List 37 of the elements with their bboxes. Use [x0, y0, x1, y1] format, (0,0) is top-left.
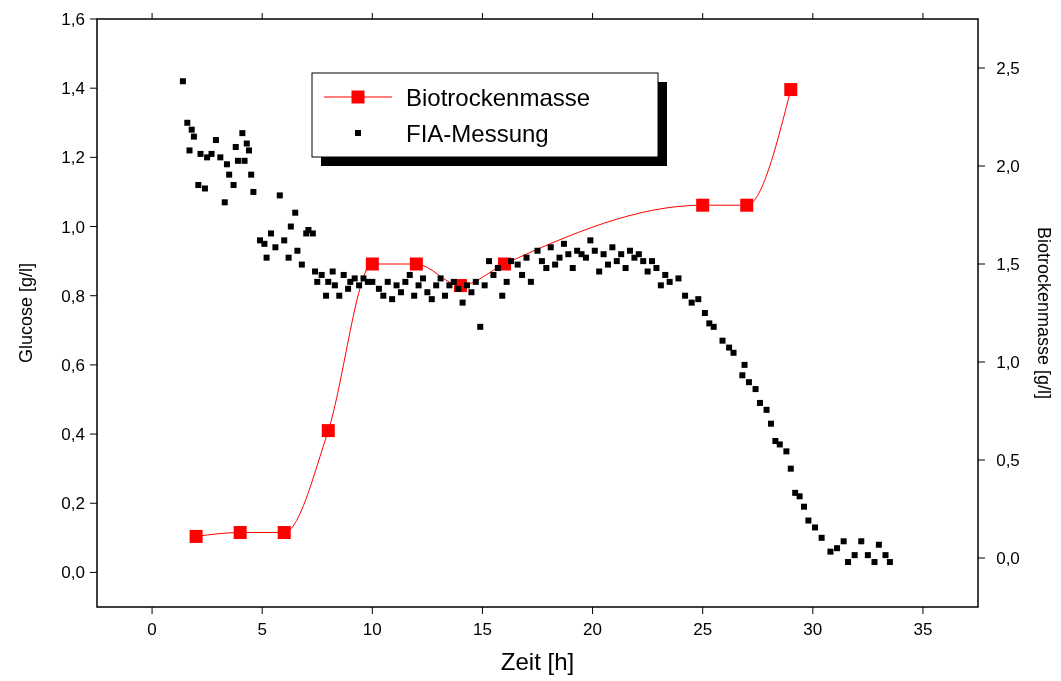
- point: [740, 198, 754, 212]
- y2-tick-label: 0,0: [996, 549, 1020, 568]
- y-tick-label: 0,6: [61, 355, 85, 375]
- point: [696, 198, 710, 212]
- legend-label: Biotrockenmasse: [406, 84, 591, 111]
- y-tick-label: 1,4: [61, 79, 85, 99]
- x-axis-title: Zeit [h]: [500, 648, 575, 675]
- y-tick-label: 0,4: [61, 425, 85, 445]
- y-axis-title: Glucose [g/l]: [16, 262, 36, 364]
- x-tick-label: 25: [693, 620, 713, 639]
- y-tick-label: 1,6: [61, 10, 85, 29]
- y-tick-label: 0,2: [61, 494, 85, 514]
- point: [189, 529, 203, 543]
- point: [365, 257, 379, 271]
- x-tick-label: 20: [583, 620, 603, 639]
- x-tick-label: 30: [803, 620, 823, 639]
- point: [233, 526, 247, 540]
- y2-tick-label: 2,5: [996, 59, 1020, 78]
- legend-label: FIA-Messung: [406, 120, 549, 147]
- y-tick-label: 1,2: [61, 148, 85, 168]
- y2-axis-title: Biotrockenmasse [g/l]: [1034, 226, 1054, 400]
- x-tick-label: 5: [257, 620, 267, 639]
- point: [409, 257, 423, 271]
- y2-tick-label: 1,5: [996, 255, 1020, 274]
- y2-tick-label: 2,0: [996, 157, 1020, 176]
- y2-tick-label: 1,0: [996, 353, 1020, 372]
- x-tick-label: 35: [913, 620, 933, 639]
- x-tick-label: 10: [362, 620, 382, 639]
- y-tick-label: 0,0: [61, 563, 85, 583]
- y-tick-label: 1,0: [61, 217, 85, 237]
- y-tick-label: 0,8: [61, 286, 85, 306]
- point: [321, 424, 335, 438]
- y2-tick-label: 0,5: [996, 451, 1020, 470]
- point: [277, 526, 291, 540]
- x-tick-label: 15: [472, 620, 492, 639]
- x-tick-label: 0: [147, 620, 157, 639]
- point: [784, 83, 798, 97]
